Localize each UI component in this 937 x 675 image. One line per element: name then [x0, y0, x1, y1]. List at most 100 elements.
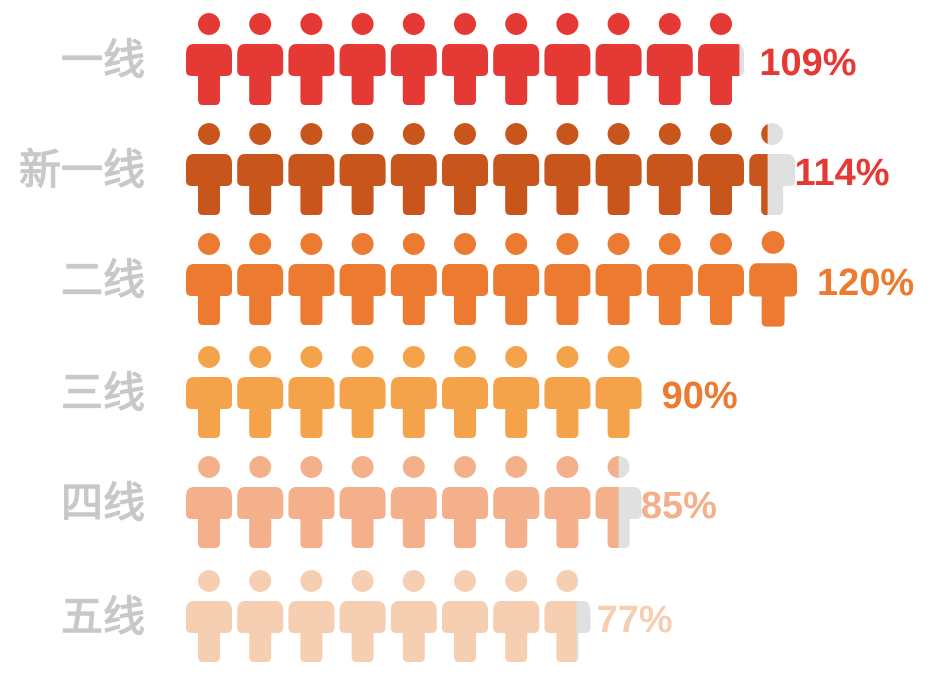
value-label: 90% — [662, 375, 738, 417]
person-icon-body — [237, 154, 284, 215]
person-icon-body — [237, 264, 284, 325]
person-icon-partial-head — [761, 124, 768, 144]
person-icon-body — [237, 44, 284, 105]
person-icon — [390, 570, 437, 662]
category-label: 一线 — [61, 35, 145, 84]
value-label: 109% — [759, 42, 856, 84]
person-icon-body — [339, 154, 386, 215]
person-icon-body — [493, 487, 540, 548]
person-icon-body — [186, 154, 232, 215]
person-icon — [544, 456, 591, 548]
person-icon-body — [442, 601, 488, 662]
person-icon-partial-body — [698, 44, 740, 105]
chart-row: 五线 77% — [61, 570, 673, 662]
person-icon — [646, 13, 693, 105]
person-icon — [288, 456, 335, 548]
person-icon — [595, 13, 642, 105]
category-label: 新一线 — [19, 145, 145, 194]
person-icon-head — [607, 123, 630, 145]
person-icon — [698, 123, 744, 215]
person-icon-body — [493, 154, 540, 215]
person-icon — [390, 123, 437, 215]
person-icon-head — [249, 233, 272, 255]
person-icon-head — [607, 13, 630, 35]
person-icon-body — [288, 154, 335, 215]
person-icon — [442, 456, 488, 548]
person-icon-body — [595, 154, 642, 215]
person-icon-head — [556, 13, 579, 35]
person-icon — [442, 233, 488, 325]
person-icon-head — [556, 456, 579, 478]
person-icon-head — [249, 570, 272, 592]
person-icon — [186, 123, 232, 215]
person-icon-body — [288, 44, 335, 105]
person-icon-body — [288, 377, 335, 438]
person-icon — [493, 346, 540, 438]
person-icon-body — [237, 377, 284, 438]
person-icon-head — [658, 123, 681, 145]
person-icon — [390, 346, 437, 438]
person-icon — [288, 233, 335, 325]
person-icon-body — [646, 44, 693, 105]
person-icon — [646, 123, 693, 215]
person-icon-head — [198, 13, 220, 35]
person-icon-body — [288, 487, 335, 548]
person-icon — [493, 456, 540, 548]
person-icon-head — [402, 346, 425, 368]
person-icon-head — [505, 456, 528, 478]
person-icon-body — [339, 264, 386, 325]
person-icon-body — [749, 263, 798, 327]
person-icon-body — [237, 601, 284, 662]
person-icon-head — [198, 456, 220, 478]
person-icon — [288, 123, 335, 215]
person-icon — [237, 233, 284, 325]
person-icon-head — [351, 233, 374, 255]
person-icon — [544, 346, 591, 438]
person-icon-body — [390, 264, 437, 325]
person-icon-fill — [595, 456, 619, 548]
person-icon — [749, 123, 796, 215]
value-label: 77% — [597, 599, 673, 641]
person-icon-head — [710, 233, 732, 255]
chart-row: 四线 85% — [61, 456, 717, 548]
person-icon — [339, 570, 386, 662]
person-icon — [698, 233, 744, 325]
person-icon-body — [442, 377, 488, 438]
person-icon-body — [544, 487, 591, 548]
person-icon-body — [595, 264, 642, 325]
person-icon-head — [454, 13, 476, 35]
person-icon — [698, 13, 744, 105]
person-icon-body — [339, 487, 386, 548]
person-icon — [288, 346, 335, 438]
category-label: 三线 — [61, 368, 145, 417]
person-icon-body — [339, 44, 386, 105]
person-icon-body — [390, 601, 437, 662]
person-icon-body — [493, 377, 540, 438]
person-icon-head — [402, 570, 425, 592]
person-icon — [544, 13, 591, 105]
person-icon-head — [198, 123, 220, 145]
person-icon-body — [595, 44, 642, 105]
person-icon — [595, 233, 642, 325]
person-icon — [595, 346, 642, 438]
person-icon-body — [288, 264, 335, 325]
person-icon-fill — [749, 124, 768, 215]
person-icon-head — [402, 13, 425, 35]
person-icon-head — [402, 233, 425, 255]
category-label: 五线 — [61, 592, 145, 641]
value-label: 85% — [641, 485, 717, 527]
person-icon-fill — [544, 570, 577, 662]
person-icon-body — [339, 601, 386, 662]
person-icon-head — [607, 346, 630, 368]
person-icon — [237, 13, 284, 105]
person-icon-body — [646, 154, 693, 215]
person-icon-head — [351, 456, 374, 478]
person-icon-body — [390, 44, 437, 105]
person-icon-body — [442, 264, 488, 325]
person-icon-head — [249, 456, 272, 478]
person-icon-body — [442, 487, 488, 548]
person-icon — [390, 456, 437, 548]
person-icon-head — [556, 346, 579, 368]
person-icon — [544, 123, 591, 215]
